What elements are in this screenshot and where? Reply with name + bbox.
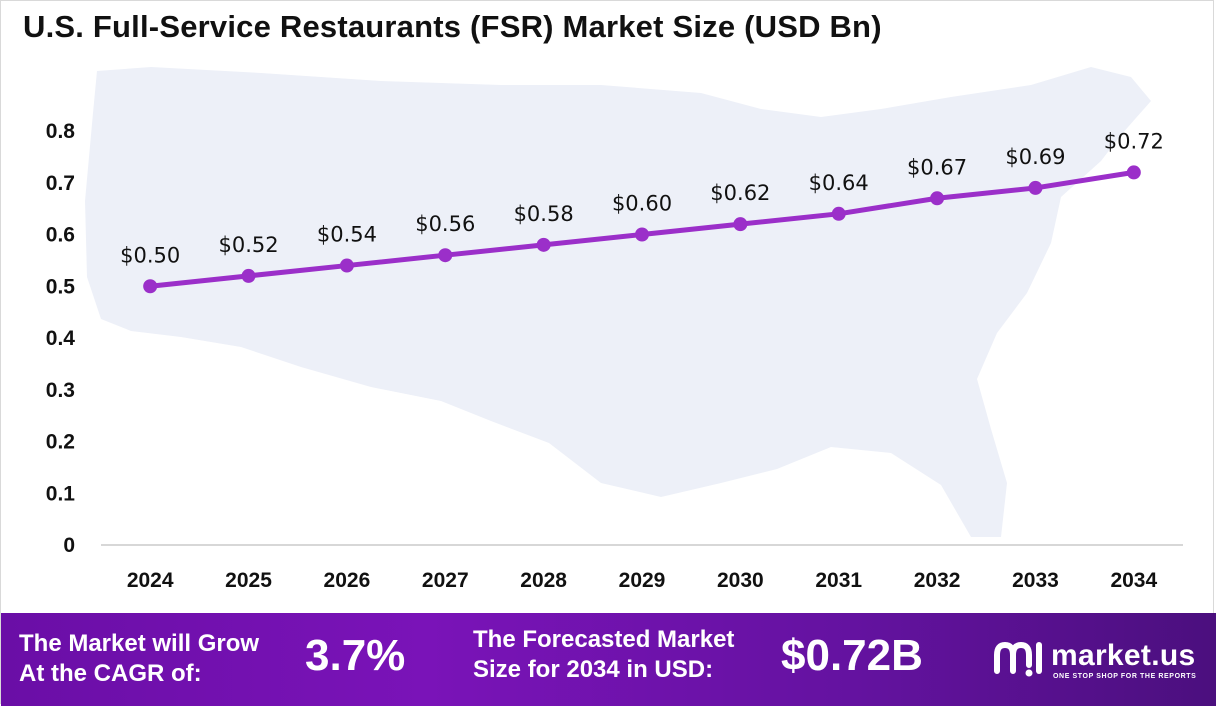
market-us-logo: market.us ONE STOP SHOP FOR THE REPORTS xyxy=(991,635,1211,685)
us-map-silhouette xyxy=(85,67,1151,537)
chart-title: U.S. Full-Service Restaurants (FSR) Mark… xyxy=(23,9,882,44)
logo-name: market.us xyxy=(1051,639,1196,672)
x-tick-label: 2033 xyxy=(1012,569,1059,592)
data-point xyxy=(831,206,846,221)
data-point xyxy=(733,217,748,232)
forecast-value: $0.72B xyxy=(781,631,923,680)
data-point xyxy=(438,248,453,263)
y-tick-label: 0 xyxy=(63,534,75,557)
y-tick-label: 0.8 xyxy=(46,120,76,143)
data-label: $0.52 xyxy=(218,233,278,257)
x-tick-label: 2029 xyxy=(619,569,666,592)
x-tick-label: 2027 xyxy=(422,569,469,592)
y-tick-label: 0.5 xyxy=(46,275,76,298)
y-tick-label: 0.7 xyxy=(46,172,75,195)
x-tick-label: 2024 xyxy=(127,569,174,592)
data-label: $0.56 xyxy=(415,212,475,236)
data-label: $0.50 xyxy=(120,243,180,267)
forecast-label: The Forecasted Market Size for 2034 in U… xyxy=(473,625,734,685)
x-tick-label: 2031 xyxy=(815,569,862,592)
y-tick-label: 0.2 xyxy=(46,431,75,454)
y-tick-label: 0.3 xyxy=(46,379,75,402)
data-labels: $0.50 $0.52 $0.54 $0.56 $0.58 $0.60 $0.62 $0.64… xyxy=(120,129,1164,267)
x-tick-label: 2030 xyxy=(717,569,764,592)
data-label: $0.54 xyxy=(317,223,377,247)
x-tick-label: 2028 xyxy=(520,569,567,592)
data-point xyxy=(339,258,354,273)
y-tick-label: 0.4 xyxy=(46,327,76,350)
y-tick-label: 0.6 xyxy=(46,224,75,247)
data-label: $0.67 xyxy=(907,155,967,179)
x-axis-ticks: 2024 2025 2026 2027 2028 2029 2030 2031 2032 2033… xyxy=(127,569,1158,592)
data-label: $0.72 xyxy=(1104,129,1164,153)
cagr-value: 3.7% xyxy=(305,631,406,680)
data-point xyxy=(536,237,551,252)
data-points xyxy=(143,165,1141,294)
x-tick-label: 2032 xyxy=(914,569,961,592)
x-tick-label: 2034 xyxy=(1110,569,1157,592)
forecast-label-line2: Size for 2034 in USD: xyxy=(473,656,714,683)
forecast-label-line1: The Forecasted Market xyxy=(473,626,735,653)
data-label: $0.62 xyxy=(710,181,770,205)
cagr-label-line1: The Market will Grow xyxy=(19,630,260,657)
data-label: $0.58 xyxy=(514,202,574,226)
data-point xyxy=(1126,165,1141,180)
data-point xyxy=(635,227,649,242)
data-point xyxy=(930,191,945,206)
data-point xyxy=(1028,180,1043,195)
logo-tagline: ONE STOP SHOP FOR THE REPORTS xyxy=(1053,673,1197,680)
data-label: $0.64 xyxy=(809,171,869,195)
data-point xyxy=(143,279,158,294)
logo-mark-icon xyxy=(994,641,1042,677)
line-chart: 00.10.20.30.40.50.60.70.8 2024 2025 2026 20… xyxy=(46,67,1183,592)
data-label: $0.60 xyxy=(612,192,672,216)
data-point xyxy=(241,268,256,283)
cagr-label: The Market will Grow At the CAGR of: xyxy=(19,629,259,689)
x-tick-label: 2026 xyxy=(324,569,371,592)
y-tick-label: 0.1 xyxy=(46,482,76,505)
footer-banner: The Market will Grow At the CAGR of: 3.7… xyxy=(1,613,1216,706)
y-axis-ticks: 0 0.1 0.2 0.3 0.4 0.5 0.6 0.7 0.8 xyxy=(46,120,76,557)
data-label: $0.69 xyxy=(1005,145,1065,169)
cagr-label-line2: At the CAGR of: xyxy=(19,660,202,687)
x-tick-label: 2025 xyxy=(225,569,272,592)
